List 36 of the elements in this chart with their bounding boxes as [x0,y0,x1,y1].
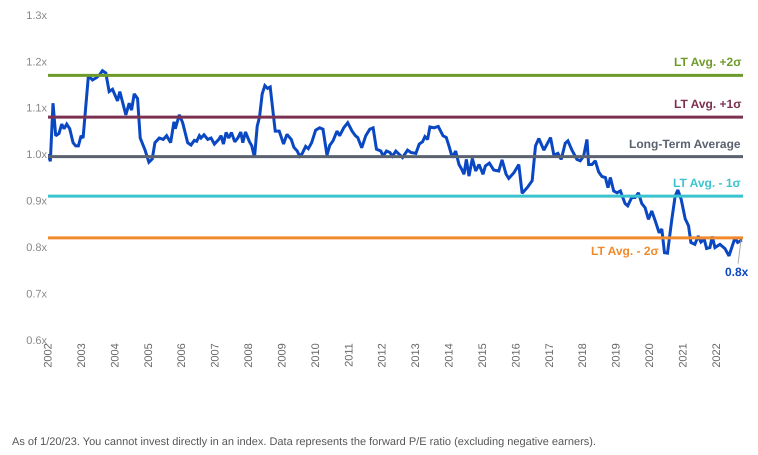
x-tick-label: 2002 [42,343,55,368]
y-tick-label: 1.1x [26,102,48,115]
ref-line-label: LT Avg. +1σ [674,97,742,111]
x-tick-label: 2015 [476,343,489,368]
y-tick-label: 1.2x [26,56,48,68]
text: As of 1/20/23. You cannot invest directly in an index. Data represents the forward P/E ratio (excluding negative earners). [12,436,596,448]
x-tick-label: 2003 [76,343,88,368]
x-tick-label: 2019 [610,343,623,368]
x-tick-label: 2020 [644,343,656,368]
y-tick-label: 0.8x [26,242,48,254]
ref-line-label: LT Avg. - 2σ [591,244,659,258]
x-tick-label: 2016 [510,343,522,368]
ref-line-label: Long-Term Average [629,137,741,151]
x-tick-label: 2017 [544,343,556,368]
x-tick-label: 2012 [376,343,389,368]
x-tick-label: 2009 [276,343,288,368]
ref-line-label: LT Avg. +2σ [674,55,742,69]
x-tick-label: 2004 [109,343,122,368]
y-tick-label: 0.7x [26,288,48,300]
x-tick-label: 2006 [176,343,188,368]
x-tick-label: 2007 [210,343,222,368]
line-series [48,69,743,258]
x-tick-label: 2021 [677,343,690,368]
x-tick-label: 2005 [142,343,155,368]
x-tick-label: 2018 [577,343,590,368]
x-tick-label: 2011 [343,343,356,367]
x-tick-label: 2008 [243,343,256,368]
x-tick-label: 2022 [710,343,723,368]
y-tick-label: 1.3x [26,10,48,22]
annotation: 0.8x [725,265,749,279]
y-tick-label: 0.9x [26,196,48,208]
y-tick-label: 1.0x [26,149,48,162]
x-tick-label: 2014 [444,343,456,368]
x-tick-label: 2010 [310,343,322,368]
x-tick-label: 2013 [410,343,422,368]
ref-line-label: LT Avg. - 1σ [673,176,741,190]
